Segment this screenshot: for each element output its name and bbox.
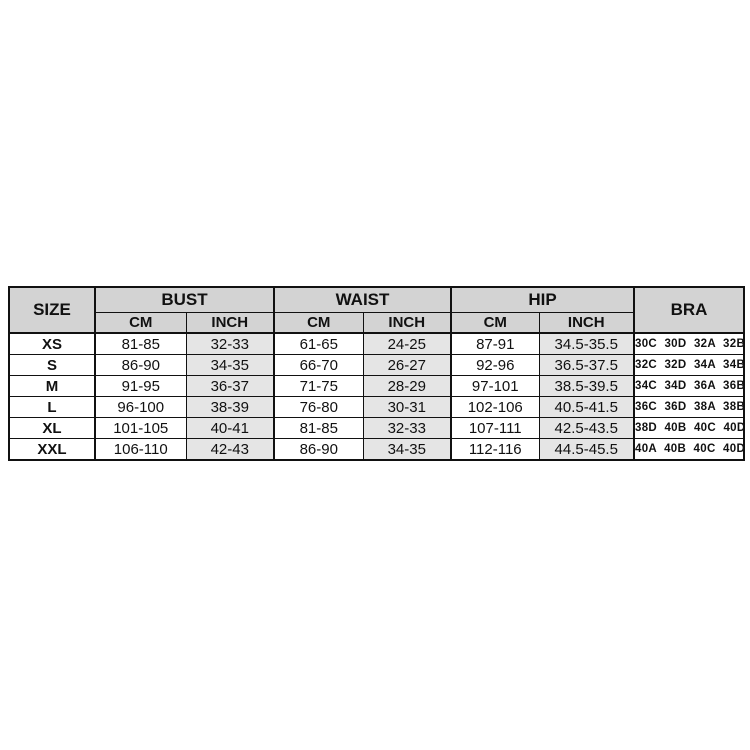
bust-cm-value: 91-95 — [94, 375, 187, 397]
header-sub-row: CM INCH CM INCH CM INCH — [9, 312, 744, 334]
waist-cm-value: 66-70 — [273, 354, 364, 376]
size-chart-table: SIZE BUST WAIST HIP BRA CM INCH CM INCH … — [8, 286, 745, 461]
bust-inch-value: 38-39 — [185, 396, 275, 418]
size-label: M — [8, 375, 96, 397]
bra-value: 40A 40B 40C 40D — [633, 438, 745, 461]
table-row-xl: XL 101-105 40-41 81-85 32-33 107-111 42.… — [8, 417, 745, 439]
header-size: SIZE — [8, 286, 96, 334]
bust-cm-value: 106-110 — [94, 438, 187, 461]
waist-cm-value: 71-75 — [273, 375, 364, 397]
header-waist-cm: CM — [273, 312, 364, 334]
hip-cm-value: 102-106 — [450, 396, 540, 418]
hip-cm-value: 112-116 — [450, 438, 540, 461]
table-row-s: S 86-90 34-35 66-70 26-27 92-96 36.5-37.… — [8, 354, 745, 376]
size-label: XS — [8, 332, 96, 355]
bust-cm-value: 81-85 — [94, 332, 187, 355]
hip-cm-value: 92-96 — [450, 354, 540, 376]
bra-value: 30C 30D 32A 32B — [633, 332, 745, 355]
waist-inch-value: 34-35 — [362, 438, 452, 461]
table-row-xxl: XXL 106-110 42-43 86-90 34-35 112-116 44… — [8, 438, 745, 461]
bust-inch-value: 40-41 — [185, 417, 275, 439]
hip-inch-value: 34.5-35.5 — [538, 332, 635, 355]
size-chart-container: SIZE BUST WAIST HIP BRA CM INCH CM INCH … — [8, 286, 745, 461]
header-bust-cm: CM — [94, 312, 187, 334]
bust-inch-value: 42-43 — [185, 438, 275, 461]
bust-inch-value: 36-37 — [185, 375, 275, 397]
hip-cm-value: 87-91 — [450, 332, 540, 355]
header-waist-inch: INCH — [362, 312, 452, 334]
bust-cm-value: 96-100 — [94, 396, 187, 418]
bust-inch-value: 34-35 — [185, 354, 275, 376]
bra-value: 36C 36D 38A 38B — [633, 396, 745, 418]
header-bust-inch: INCH — [185, 312, 275, 334]
hip-inch-value: 44.5-45.5 — [538, 438, 635, 461]
header-hip-inch: INCH — [538, 312, 635, 334]
bra-value: 38D 40B 40C 40D — [633, 417, 745, 439]
size-label: S — [8, 354, 96, 376]
waist-cm-value: 81-85 — [273, 417, 364, 439]
hip-inch-value: 38.5-39.5 — [538, 375, 635, 397]
bust-inch-value: 32-33 — [185, 332, 275, 355]
size-label: XL — [8, 417, 96, 439]
header-bust: BUST — [94, 286, 275, 313]
bra-value: 34C 34D 36A 36B — [633, 375, 745, 397]
hip-inch-value: 40.5-41.5 — [538, 396, 635, 418]
header-group-row: SIZE BUST WAIST HIP BRA — [8, 286, 745, 334]
waist-cm-value: 86-90 — [273, 438, 364, 461]
header-hip-cm: CM — [450, 312, 540, 334]
header-waist: WAIST — [273, 286, 452, 313]
waist-inch-value: 28-29 — [362, 375, 452, 397]
bra-value: 32C 32D 34A 34B — [633, 354, 745, 376]
waist-cm-value: 76-80 — [273, 396, 364, 418]
size-label: XXL — [8, 438, 96, 461]
header-bra: BRA — [633, 286, 745, 334]
bust-cm-value: 86-90 — [94, 354, 187, 376]
waist-cm-value: 61-65 — [273, 332, 364, 355]
table-row-xs: XS 81-85 32-33 61-65 24-25 87-91 34.5-35… — [8, 332, 745, 355]
hip-cm-value: 107-111 — [450, 417, 540, 439]
waist-inch-value: 32-33 — [362, 417, 452, 439]
header-hip: HIP — [450, 286, 635, 313]
hip-inch-value: 36.5-37.5 — [538, 354, 635, 376]
waist-inch-value: 24-25 — [362, 332, 452, 355]
hip-inch-value: 42.5-43.5 — [538, 417, 635, 439]
waist-inch-value: 26-27 — [362, 354, 452, 376]
waist-inch-value: 30-31 — [362, 396, 452, 418]
table-row-l: L 96-100 38-39 76-80 30-31 102-106 40.5-… — [8, 396, 745, 418]
bust-cm-value: 101-105 — [94, 417, 187, 439]
hip-cm-value: 97-101 — [450, 375, 540, 397]
table-row-m: M 91-95 36-37 71-75 28-29 97-101 38.5-39… — [8, 375, 745, 397]
size-label: L — [8, 396, 96, 418]
